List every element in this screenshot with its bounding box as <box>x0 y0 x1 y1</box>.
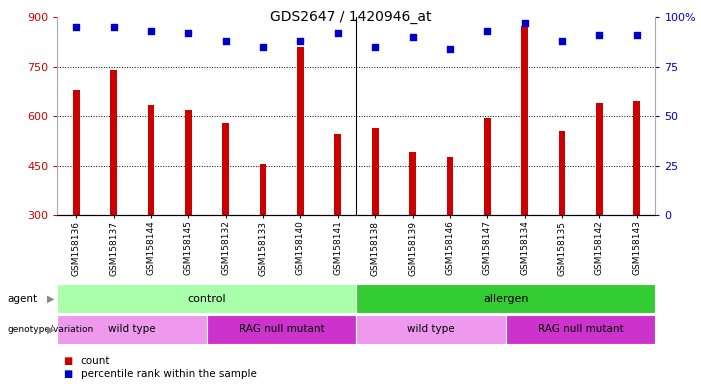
Point <box>332 30 343 36</box>
Bar <box>484 118 491 215</box>
Point <box>444 46 456 52</box>
Point <box>407 34 418 40</box>
Point <box>557 38 568 44</box>
Bar <box>409 152 416 215</box>
Point <box>482 28 493 34</box>
Bar <box>596 103 603 215</box>
Bar <box>334 134 341 215</box>
Text: RAG null mutant: RAG null mutant <box>538 324 623 334</box>
Text: control: control <box>188 293 226 304</box>
Point <box>631 32 642 38</box>
Point <box>369 44 381 50</box>
Point <box>71 24 82 30</box>
Text: GDS2647 / 1420946_at: GDS2647 / 1420946_at <box>270 10 431 23</box>
Bar <box>259 164 266 215</box>
Bar <box>297 47 304 215</box>
Bar <box>73 90 79 215</box>
Bar <box>522 25 528 215</box>
Bar <box>447 157 454 215</box>
Point <box>145 28 156 34</box>
Point <box>594 32 605 38</box>
Point <box>519 20 530 26</box>
Text: wild type: wild type <box>407 324 455 334</box>
Text: agent: agent <box>7 293 37 304</box>
Text: RAG null mutant: RAG null mutant <box>239 324 325 334</box>
Bar <box>222 123 229 215</box>
Text: ■: ■ <box>63 369 72 379</box>
Text: ▶: ▶ <box>48 324 55 334</box>
Point <box>295 38 306 44</box>
Bar <box>147 104 154 215</box>
Bar <box>372 128 379 215</box>
Text: wild type: wild type <box>109 324 156 334</box>
Point <box>108 24 119 30</box>
Text: ▶: ▶ <box>48 293 55 304</box>
Bar <box>185 109 191 215</box>
Point <box>257 44 268 50</box>
Text: allergen: allergen <box>483 293 529 304</box>
Point <box>183 30 194 36</box>
Point <box>220 38 231 44</box>
Bar <box>559 131 566 215</box>
Bar <box>110 70 117 215</box>
Text: count: count <box>81 356 110 366</box>
Bar <box>634 101 640 215</box>
Text: ■: ■ <box>63 356 72 366</box>
Text: genotype/variation: genotype/variation <box>7 325 93 334</box>
Text: percentile rank within the sample: percentile rank within the sample <box>81 369 257 379</box>
